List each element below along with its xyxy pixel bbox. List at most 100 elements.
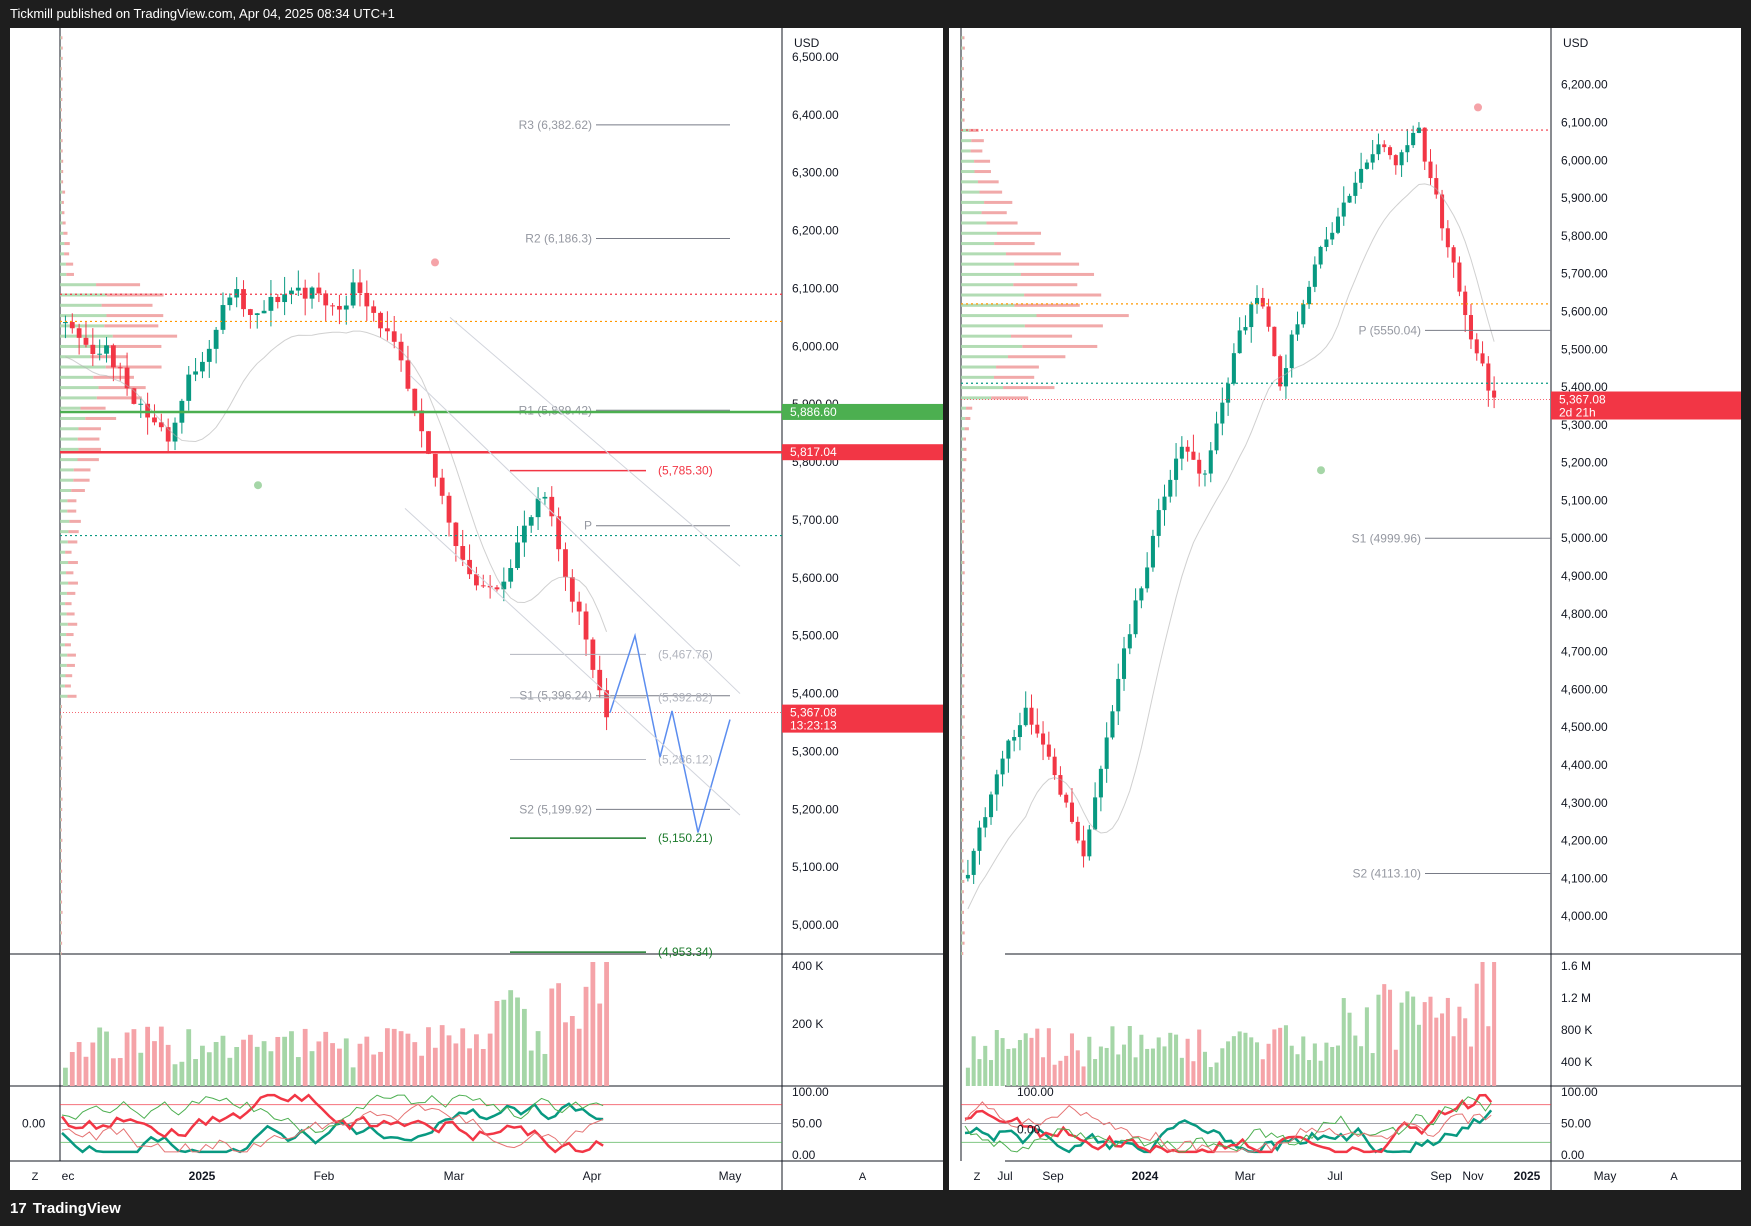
volume-profile-bar-up bbox=[961, 190, 980, 194]
volume-profile-bar-up bbox=[961, 437, 964, 441]
volume-bar bbox=[138, 1052, 144, 1086]
auto-scale-a-button[interactable]: A bbox=[1670, 1171, 1678, 1183]
pivot-level-label: S2 (5,199.92) bbox=[519, 802, 592, 816]
oscillator-line bbox=[61, 1102, 604, 1154]
volume-profile-bar-up bbox=[60, 386, 99, 390]
volume-profile-bar-down bbox=[61, 838, 63, 842]
time-tick-label: Mar bbox=[444, 1169, 465, 1183]
candle-body bbox=[1162, 496, 1167, 511]
volume-profile-bar-up bbox=[60, 365, 106, 369]
volume-profile-bar-down bbox=[971, 139, 984, 143]
volume-bar bbox=[1364, 1007, 1369, 1086]
volume-bar bbox=[1324, 1042, 1329, 1086]
volume-bar bbox=[597, 1003, 603, 1086]
volume-profile-bar-down bbox=[962, 705, 965, 709]
volume-profile-bar-up bbox=[961, 828, 963, 832]
volume-profile-bar-up bbox=[961, 262, 1015, 266]
volume-profile-bar-up bbox=[961, 530, 963, 534]
volume-profile-bar-down bbox=[66, 272, 74, 276]
candle-body bbox=[1145, 567, 1150, 589]
candle-body bbox=[337, 305, 342, 310]
auto-scale-a-button[interactable]: A bbox=[859, 1171, 867, 1183]
volume-profile-bar-up bbox=[961, 87, 963, 91]
volume-profile-bar-up bbox=[961, 602, 963, 606]
volume-profile-bar-down bbox=[1010, 334, 1073, 338]
volume-profile-bar-down bbox=[67, 653, 76, 657]
volume-bar bbox=[460, 1028, 466, 1086]
candle-body bbox=[302, 287, 308, 299]
volume-bar bbox=[1387, 989, 1393, 1086]
volume-profile-bar-down bbox=[65, 262, 74, 266]
candle-body bbox=[247, 309, 253, 316]
volume-profile-bar-up bbox=[60, 252, 65, 256]
volume-bar bbox=[268, 1051, 274, 1086]
oscillator-line bbox=[61, 1094, 604, 1134]
volume-profile-bar-up bbox=[961, 818, 963, 822]
volume-profile-bar-up bbox=[961, 180, 978, 184]
candle-body bbox=[515, 542, 520, 569]
left-chart-panel[interactable]: USD 6,500.00 6,400.00 6,300.00 6,200.00 6,100… bbox=[10, 28, 943, 1190]
volume-profile-bar-down bbox=[61, 746, 63, 750]
candle-body bbox=[63, 322, 68, 324]
volume-profile-bar-up bbox=[961, 77, 963, 81]
volume-profile-bar-up bbox=[961, 540, 963, 544]
pivot-level-label: S2 (4113.10) bbox=[1353, 866, 1422, 880]
currency-label: USD bbox=[794, 36, 820, 50]
volume-profile-bar-up bbox=[961, 46, 963, 50]
candle-body bbox=[1104, 737, 1109, 769]
volume-profile-bar-down bbox=[962, 108, 965, 112]
volume-profile-bar-up bbox=[60, 303, 102, 307]
volume-bar bbox=[412, 1042, 418, 1086]
volume-profile-bar-up bbox=[60, 344, 106, 348]
volume-bar bbox=[289, 1031, 294, 1086]
volume-bar bbox=[1249, 1037, 1254, 1086]
volume-bar bbox=[1260, 1059, 1265, 1086]
auto-scale-z-button[interactable]: Z bbox=[32, 1171, 39, 1183]
volume-profile-bar-up bbox=[961, 797, 963, 801]
volume-bar bbox=[426, 1027, 431, 1086]
volume-profile-bar-down bbox=[962, 756, 965, 760]
candle-body bbox=[200, 361, 205, 372]
volume-bar bbox=[439, 1025, 445, 1086]
volume-bar bbox=[124, 1032, 130, 1086]
volume-profile-bar-down bbox=[968, 128, 979, 132]
volume-profile-bar-down bbox=[60, 828, 62, 832]
price-tick-label: 5,000.00 bbox=[1561, 531, 1608, 545]
volume-profile-bar-down bbox=[979, 190, 1003, 194]
price-tick-label: 5,300.00 bbox=[792, 744, 839, 758]
candle-body bbox=[1480, 353, 1485, 364]
volume-bar bbox=[508, 990, 514, 1086]
volume-bar bbox=[1214, 1062, 1219, 1086]
volume-profile-bar-up bbox=[961, 900, 963, 904]
volume-profile-bar-down bbox=[997, 231, 1042, 235]
price-tick-label: 4,700.00 bbox=[1561, 645, 1608, 659]
price-tick-label: 5,100.00 bbox=[792, 860, 839, 874]
volume-profile-bar-up bbox=[961, 941, 963, 945]
volume-profile-bar-down bbox=[962, 98, 965, 102]
candle-body bbox=[1058, 775, 1063, 795]
auto-scale-z-button[interactable]: Z bbox=[974, 1171, 981, 1183]
volume-profile-bar-down bbox=[90, 355, 128, 359]
time-tick-label: May bbox=[719, 1169, 742, 1183]
volume-profile-bar-down bbox=[962, 591, 965, 595]
volume-bar bbox=[1405, 991, 1410, 1086]
volume-profile-bar-up bbox=[961, 252, 1006, 256]
volume-bar bbox=[1162, 1046, 1167, 1086]
volume-profile-bar-down bbox=[962, 931, 965, 935]
volume-profile-bar-up bbox=[60, 293, 107, 297]
right-chart-svg[interactable]: USD 6,200.00 6,100.00 6,000.00 5,900.00 5,800… bbox=[949, 28, 1741, 1190]
volume-profile-bar-up bbox=[60, 550, 66, 554]
candle-body bbox=[1174, 458, 1179, 480]
price-tick-label: 5,100.00 bbox=[1561, 493, 1608, 507]
volume-profile-bar-down bbox=[962, 653, 964, 657]
volume-profile-bar-down bbox=[104, 324, 159, 328]
time-tick-label: Sep bbox=[1042, 1169, 1064, 1183]
candle-body bbox=[1468, 315, 1474, 340]
right-chart-panel[interactable]: USD 6,200.00 6,100.00 6,000.00 5,900.00 5,800… bbox=[949, 28, 1741, 1190]
volume-profile-bar-up bbox=[60, 838, 62, 842]
moving-average-line bbox=[967, 183, 1495, 910]
candle-body bbox=[1226, 383, 1231, 403]
volume-bar bbox=[172, 1064, 178, 1086]
volume-bar bbox=[1434, 1017, 1439, 1086]
